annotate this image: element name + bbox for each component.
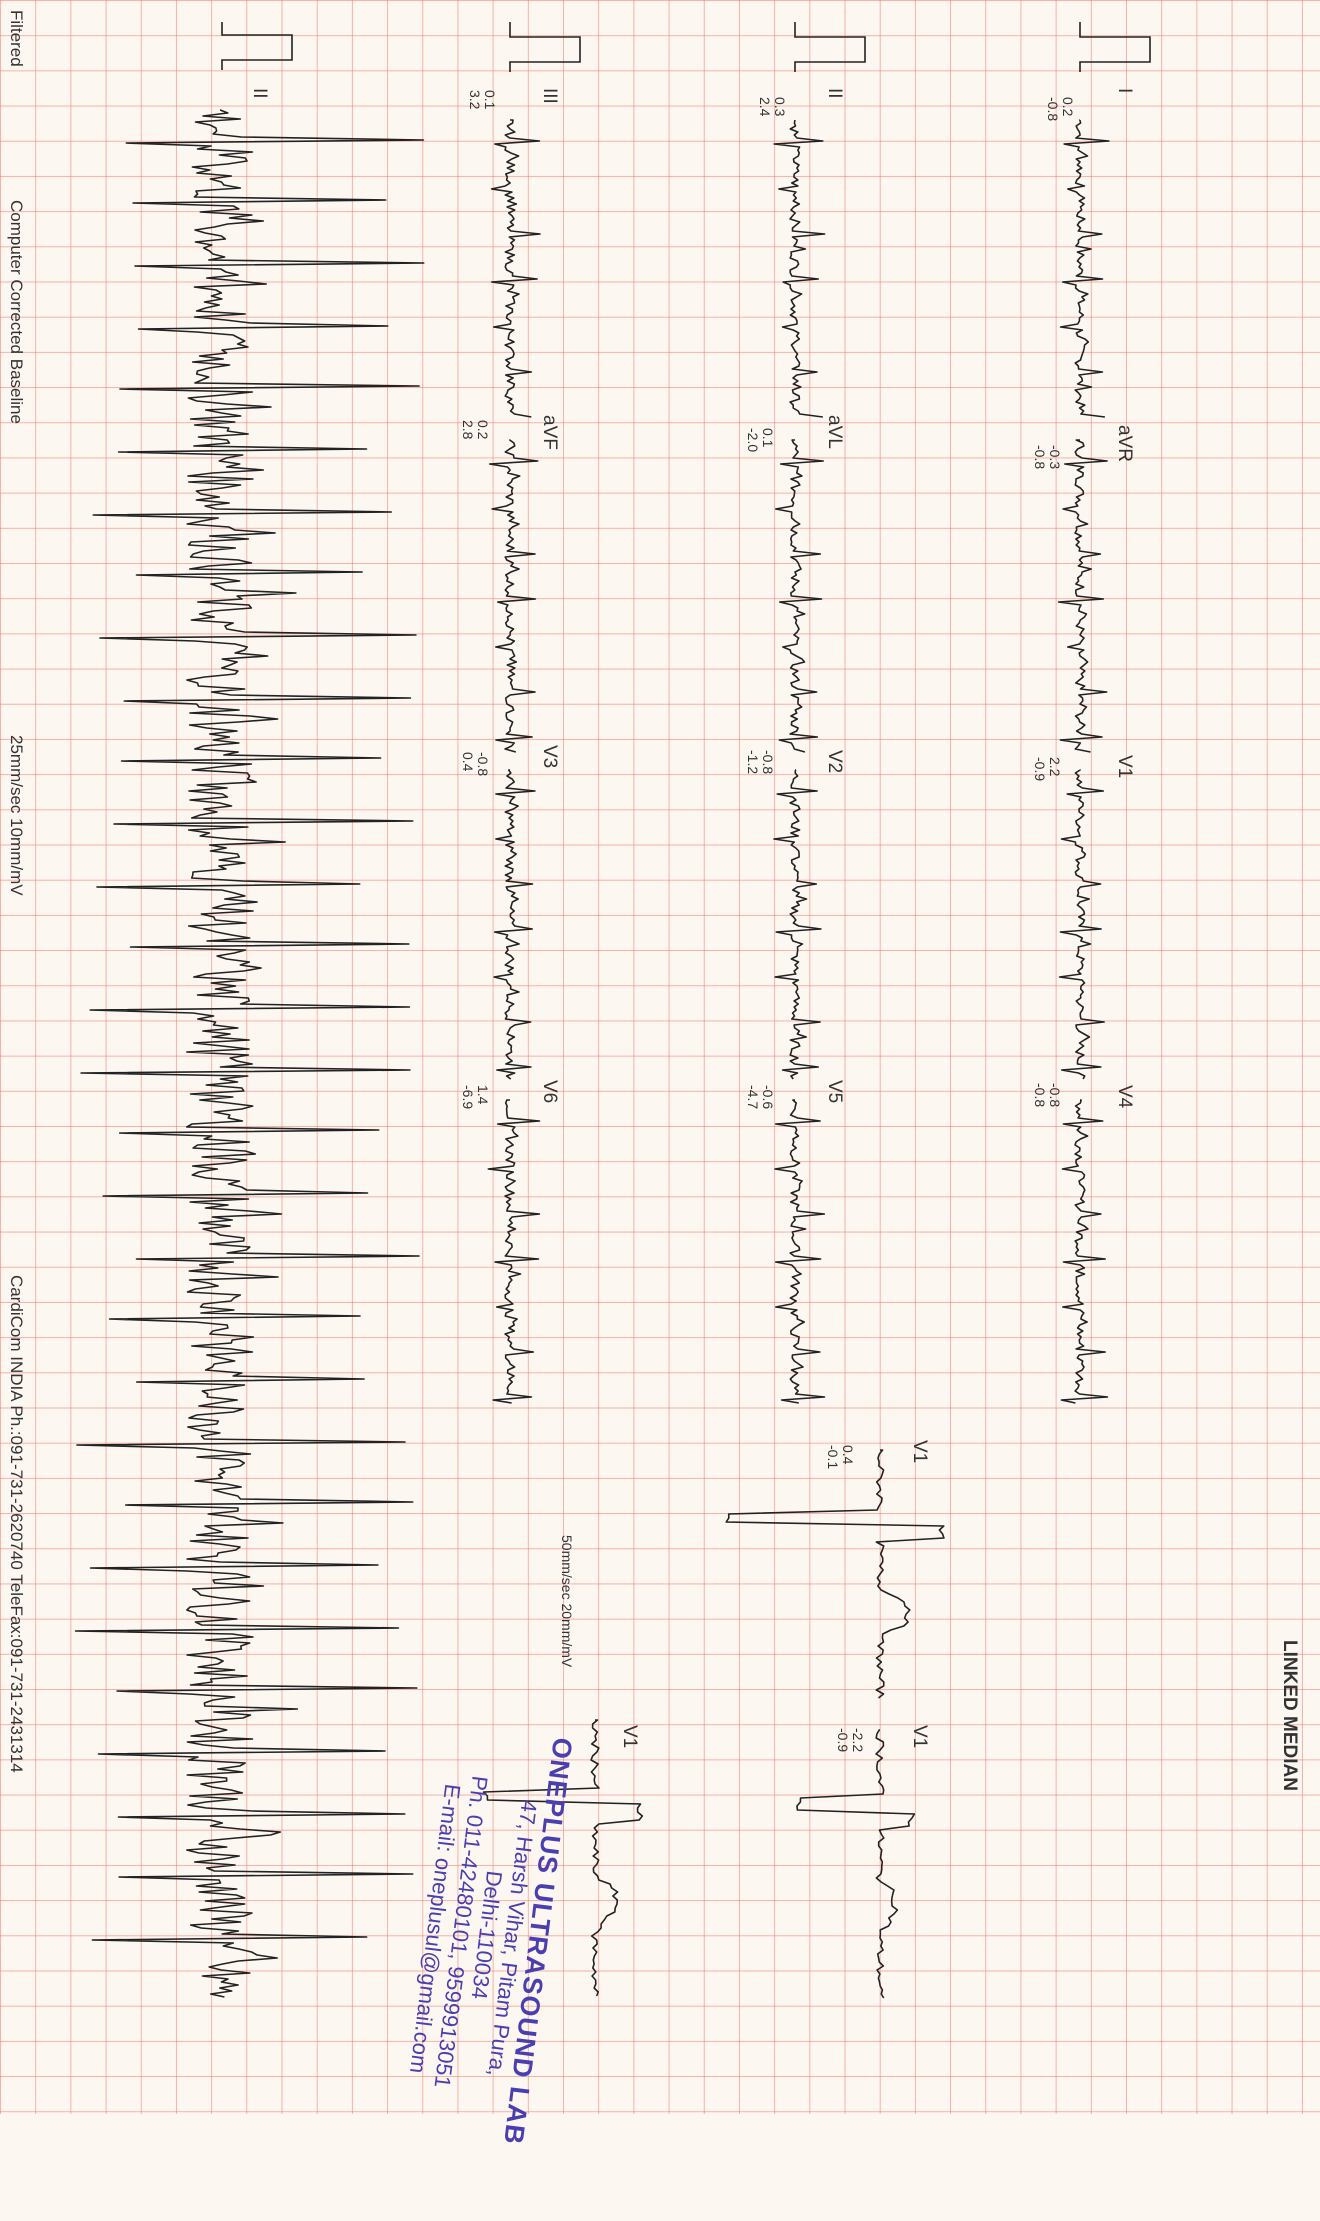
- trace-V3: [493, 769, 536, 1080]
- trace-aVR: [1057, 439, 1108, 753]
- filtered-label: Filtered: [7, 10, 26, 67]
- lead-label-II: II: [824, 88, 845, 99]
- lead-label-V1: V1: [1114, 755, 1135, 779]
- lead-values-II-b: 2.4: [757, 97, 773, 117]
- trace-aVL: [774, 439, 824, 753]
- median-label-3: V1: [619, 1725, 640, 1749]
- section-title: LINKED MEDIAN: [1279, 1640, 1300, 1791]
- lead-label-aVR: aVR: [1114, 425, 1135, 462]
- median-speed-label: 50mm/sec 20mm/mV: [559, 1535, 575, 1668]
- lead-values-aVL-a: 0.1: [760, 428, 776, 448]
- lead-label-aVL: aVL: [824, 415, 845, 449]
- lead-values-aVR-b: -0.8: [1032, 445, 1048, 470]
- lead-values-I-b: -0.8: [1045, 97, 1061, 122]
- median-values-2-a: -2.2: [850, 1728, 866, 1753]
- trace-II: [773, 119, 826, 418]
- lead-label-V5: V5: [824, 1080, 845, 1104]
- lead-values-V2-a: -0.8: [760, 750, 776, 775]
- median-label-2: V1: [909, 1725, 930, 1749]
- lead-values-V5-b: -4.7: [745, 1085, 761, 1110]
- calibration-pulse: [509, 22, 581, 72]
- calibration-pulse-rhythm: [221, 22, 293, 70]
- lead-values-V4-a: -0.8: [1047, 1083, 1063, 1108]
- lead-values-V2-b: -1.2: [745, 750, 761, 775]
- trace-V4: [1060, 1099, 1109, 1404]
- lead-values-II-a: 0.3: [772, 97, 788, 117]
- lead-values-aVF-b: 2.8: [460, 420, 476, 440]
- lead-values-aVL-b: -2.0: [745, 428, 761, 453]
- median-values-1-b: -0.1: [825, 1445, 841, 1470]
- median-values-1-a: 0.4: [840, 1445, 856, 1465]
- lead-values-V1-a: 2.2: [1047, 757, 1063, 777]
- trace-I: [1059, 119, 1110, 418]
- median-label-1: V1: [909, 1440, 930, 1464]
- lead-values-V1-b: -0.9: [1032, 757, 1048, 782]
- calibration-pulse: [1079, 22, 1151, 72]
- trace-aVF: [488, 439, 539, 753]
- lead-values-aVF-a: 0.2: [475, 420, 491, 440]
- median-trace-3: [482, 1719, 644, 1997]
- trace-V6: [487, 1099, 541, 1404]
- lead-values-aVR-a: -0.3: [1047, 445, 1063, 470]
- median-trace-2: [796, 1729, 916, 1999]
- lead-label-rhythm-II: II: [249, 88, 270, 99]
- median-trace-1: [725, 1449, 945, 1699]
- lead-values-I-a: 0.2: [1060, 97, 1076, 117]
- trace-V2: [773, 769, 822, 1080]
- baseline-label: Computer Corrected Baseline: [7, 200, 26, 424]
- trace-III: [490, 119, 541, 418]
- trace-V1: [1058, 769, 1105, 1080]
- lead-values-V3-b: 0.4: [460, 752, 476, 772]
- trace-rhythm-II: [74, 109, 425, 1998]
- ecg-traces: [74, 22, 1151, 1999]
- lead-label-I: I: [1114, 88, 1135, 94]
- trace-V5: [774, 1099, 826, 1404]
- lead-label-V6: V6: [539, 1080, 560, 1104]
- lead-values-V6-b: -6.9: [460, 1085, 476, 1110]
- lead-values-V6-a: 1.4: [475, 1085, 491, 1105]
- lead-values-III-b: 3.2: [467, 90, 483, 110]
- lead-values-V5-a: -0.6: [760, 1085, 776, 1110]
- speed-label: 25mm/sec 10mm/mV: [7, 735, 26, 896]
- company-label: CardiCom INDIA Ph.:091-731-2620740 TeleF…: [7, 1275, 26, 1773]
- lead-values-III-a: 0.1: [482, 90, 498, 110]
- calibration-pulse: [794, 22, 866, 72]
- lead-label-V3: V3: [539, 745, 560, 769]
- lead-label-aVF: aVF: [539, 415, 560, 450]
- lead-label-V2: V2: [824, 750, 845, 774]
- lead-values-V3-a: -0.8: [475, 752, 491, 777]
- lead-label-III: III: [539, 88, 560, 104]
- lead-values-V4-b: -0.8: [1032, 1083, 1048, 1108]
- lead-label-V4: V4: [1114, 1085, 1135, 1109]
- median-values-2-b: -0.9: [835, 1728, 851, 1753]
